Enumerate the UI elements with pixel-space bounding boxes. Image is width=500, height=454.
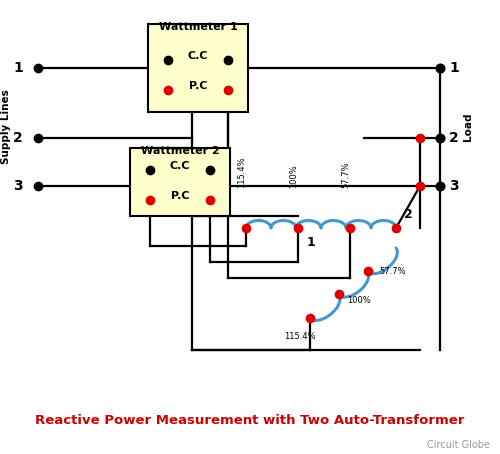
Text: Load: Load	[463, 113, 473, 141]
Text: Reactive Power Measurement with Two Auto-Transformer: Reactive Power Measurement with Two Auto…	[36, 414, 465, 426]
Text: 1: 1	[449, 61, 459, 75]
Text: 2: 2	[404, 207, 413, 221]
Text: C.C: C.C	[170, 161, 190, 171]
Text: 100%: 100%	[290, 164, 298, 188]
Text: 3: 3	[449, 179, 459, 193]
FancyBboxPatch shape	[130, 148, 230, 216]
Text: 3: 3	[13, 179, 23, 193]
Text: 115.4%: 115.4%	[238, 156, 246, 188]
Text: 57.7%: 57.7%	[380, 266, 406, 276]
Text: 2: 2	[13, 131, 23, 145]
Text: 2: 2	[449, 131, 459, 145]
Text: Circuit Globe: Circuit Globe	[427, 440, 490, 450]
Text: P.C: P.C	[189, 81, 208, 91]
Text: 115.4%: 115.4%	[284, 332, 316, 341]
Text: 100%: 100%	[347, 296, 371, 305]
FancyBboxPatch shape	[148, 24, 248, 112]
Text: 1: 1	[306, 236, 316, 248]
Text: Wattmeter 1: Wattmeter 1	[158, 22, 238, 32]
Text: 1: 1	[13, 61, 23, 75]
Text: Wattmeter 2: Wattmeter 2	[140, 146, 220, 156]
Text: C.C: C.C	[188, 51, 208, 61]
Text: 57.7%: 57.7%	[342, 161, 350, 188]
Text: P.C: P.C	[171, 191, 189, 201]
Text: Supply Lines: Supply Lines	[1, 89, 11, 164]
